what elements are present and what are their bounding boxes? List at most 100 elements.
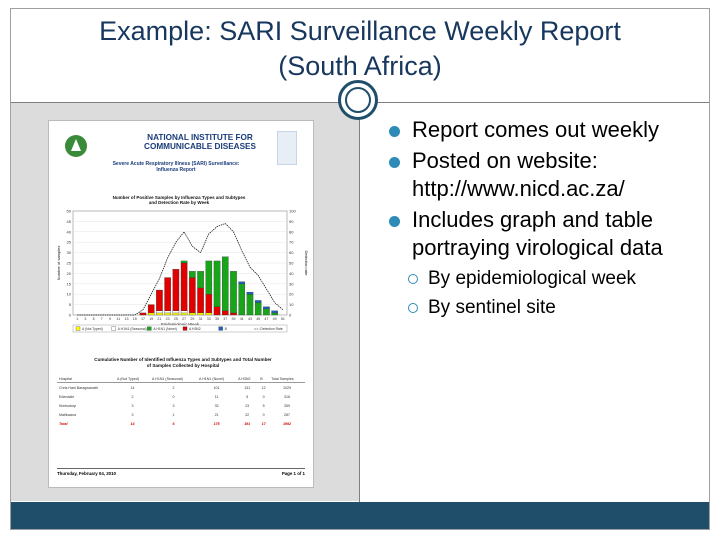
y-tick-label: 20 xyxy=(67,271,72,276)
x-tick-label: 11 xyxy=(116,317,120,321)
chart-bar xyxy=(139,312,147,316)
x-tick-label: 1 xyxy=(76,317,78,321)
table-cell: 21 xyxy=(214,412,219,417)
y-tick-label: 5 xyxy=(69,302,72,307)
bullet-text: Report comes out weekly xyxy=(412,117,659,142)
legend-label: A (Not Typed) xyxy=(82,327,103,331)
report-table-title: Cumulative Number of Identified Influenz… xyxy=(94,357,272,368)
report-org-name: NATIONAL INSTITUTE FOR COMMUNICABLE DISE… xyxy=(115,133,285,151)
chart-bar xyxy=(197,287,204,314)
x-tick-label: 33 xyxy=(207,317,211,321)
chart-bar xyxy=(254,302,262,316)
slide-title: Example: SARI Surveillance Weekly Report… xyxy=(12,14,708,84)
table-row: Edendale 2 0 11 5 0 316 xyxy=(57,392,305,401)
table-cell: 287 xyxy=(284,412,291,417)
report-chart-title: Number of Positive Samples by Influenza … xyxy=(112,195,246,206)
legend-swatch xyxy=(218,326,223,331)
table-cell: Chris Hani Baragwanath xyxy=(59,385,98,390)
y2-tick-label: 40 xyxy=(289,271,294,276)
report-org-line2: COMMUNICABLE DISEASES xyxy=(144,142,256,151)
x-tick-label: 9 xyxy=(109,317,111,321)
chart-bar xyxy=(213,306,221,316)
y-tick-label: 35 xyxy=(67,240,72,245)
legend-label: A H1N1 (Seasonal) xyxy=(118,327,147,331)
slide-title-line1: Example: SARI Surveillance Weekly Report xyxy=(99,16,621,46)
table-header-cell: A H1N1 (Seasonal) xyxy=(150,373,197,383)
chart-bar xyxy=(197,312,204,316)
report-date: Thursday, February 04, 2010 xyxy=(57,471,116,476)
nicd-logo-icon xyxy=(65,135,87,157)
sub-bullet-item: By epidemiological week xyxy=(388,265,698,292)
chart-bar xyxy=(180,310,188,314)
chart-bar xyxy=(180,312,188,316)
table-cell: 2 xyxy=(131,394,134,399)
y2-tick-label: 20 xyxy=(289,292,294,297)
y2-tick-label: 50 xyxy=(289,261,294,266)
table-cell: 316 xyxy=(284,394,291,399)
chart-bar xyxy=(164,277,171,311)
x-tick-label: 51 xyxy=(281,317,285,321)
y-tick-label: 45 xyxy=(67,219,72,224)
y-tick-label: 30 xyxy=(67,250,72,255)
x-tick-label: 23 xyxy=(166,317,170,321)
table-cell: 2 xyxy=(172,385,175,390)
table-cell: 3 xyxy=(172,403,175,408)
bullet-dot-icon xyxy=(389,216,400,227)
chart-bar xyxy=(189,277,196,314)
x-tick-label: 13 xyxy=(125,317,129,321)
sub-bullet-text: By epidemiological week xyxy=(428,268,637,289)
decorative-circle-icon xyxy=(338,80,378,120)
y-tick-label: 0 xyxy=(69,313,72,318)
table-cell: Edendale xyxy=(59,394,75,399)
chart-bar xyxy=(271,310,278,314)
x-tick-label: 3 xyxy=(84,317,86,321)
bullet-item: Report comes out weekly xyxy=(388,116,698,144)
legend-label: A H1N1 (Novel) xyxy=(153,327,177,331)
table-cell: 101 xyxy=(213,385,220,390)
chart-bar xyxy=(164,312,171,316)
table-cell: 0 xyxy=(262,412,265,417)
y2-tick-label: 30 xyxy=(289,281,294,286)
y2-axis-label: Detection rate xyxy=(304,251,309,277)
table-cell: 11 xyxy=(214,394,219,399)
y2-tick-label: 0 xyxy=(289,313,292,318)
chart-bar xyxy=(189,312,196,316)
column-divider xyxy=(359,102,360,502)
report-org-line1: NATIONAL INSTITUTE FOR xyxy=(147,133,253,142)
x-tick-label: 43 xyxy=(248,317,252,321)
table-header-cell: A (Not Typed) xyxy=(115,373,151,383)
x-tick-label: 21 xyxy=(157,317,161,321)
table-cell: 17 xyxy=(261,421,266,426)
table-header-cell: A H3N2 xyxy=(236,373,259,383)
table-cell: 1 xyxy=(172,412,175,417)
y2-tick-label: 100 xyxy=(289,209,296,214)
report-thumbnail: NATIONAL INSTITUTE FOR COMMUNICABLE DISE… xyxy=(48,120,314,488)
chart-bar xyxy=(230,312,237,316)
chart-bar xyxy=(263,308,270,316)
table-row: Total 14 6 175 191 17 1992 xyxy=(57,419,305,428)
chart-bar xyxy=(147,304,155,314)
chart-bar xyxy=(205,294,213,314)
chart-bar xyxy=(263,306,270,309)
report-title: Severe Acute Respiratory Illness (SARI) … xyxy=(112,161,240,173)
table-cell: 14 xyxy=(130,421,135,426)
chart-bar xyxy=(221,310,229,316)
chart-bar xyxy=(172,312,180,316)
table-cell: 3 xyxy=(131,403,134,408)
table-header-row: Hospital A (Not Typed) A H1N1 (Seasonal) A … xyxy=(57,373,305,383)
table-cell: 131 xyxy=(244,385,251,390)
chart-bar xyxy=(180,262,188,311)
bullet-item: Posted on website: http://www.nicd.ac.za… xyxy=(388,147,698,203)
slide-title-line2: (South Africa) xyxy=(278,51,442,81)
table-cell: 14 xyxy=(130,385,135,390)
bullet-item: Includes graph and table portraying viro… xyxy=(388,206,698,262)
x-tick-label: 5 xyxy=(93,317,95,321)
legend-label: A H3N2 xyxy=(189,327,201,331)
coat-of-arms-icon xyxy=(277,131,297,165)
chart-bar xyxy=(164,310,171,314)
y-tick-label: 15 xyxy=(67,281,72,286)
table-header-cell: Hospital xyxy=(57,373,116,383)
table-header-cell: A H1N1 (Novel) xyxy=(197,373,237,383)
bullet-text: Posted on website: http://www.nicd.ac.za… xyxy=(412,148,625,201)
x-tick-label: 41 xyxy=(240,317,244,321)
